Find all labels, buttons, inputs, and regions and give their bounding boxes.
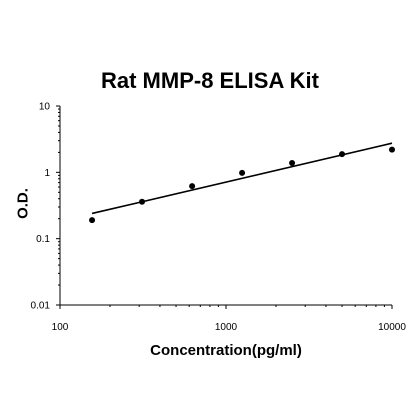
x-tick-label: 1000 xyxy=(215,322,238,333)
y-tick-label: 0.1 xyxy=(36,234,50,245)
fit-line-group xyxy=(91,142,393,215)
data-point xyxy=(389,146,395,153)
x-axis-label: Concentration(pg/ml) xyxy=(150,342,302,359)
data-point xyxy=(339,151,346,158)
data-point xyxy=(89,217,96,224)
data-point xyxy=(139,198,146,205)
y-tick-label: 0.01 xyxy=(31,301,51,312)
y-tick-label: 10 xyxy=(39,102,51,113)
tick-labels: 0.01 0.1 1 10 100 1000 10000 xyxy=(31,102,407,334)
x-tick-label: 10000 xyxy=(378,322,406,333)
ticks xyxy=(56,105,393,309)
x-tick-label: 100 xyxy=(52,322,69,333)
y-axis-label: O.D. xyxy=(14,188,32,219)
axes xyxy=(59,106,392,306)
fit-line xyxy=(91,142,393,215)
data-points xyxy=(89,146,395,224)
chart-title: Rat MMP-8 ELISA Kit xyxy=(101,68,319,93)
data-point xyxy=(189,183,196,190)
data-point xyxy=(239,169,246,176)
data-point xyxy=(289,160,296,167)
y-tick-label: 1 xyxy=(44,168,50,179)
